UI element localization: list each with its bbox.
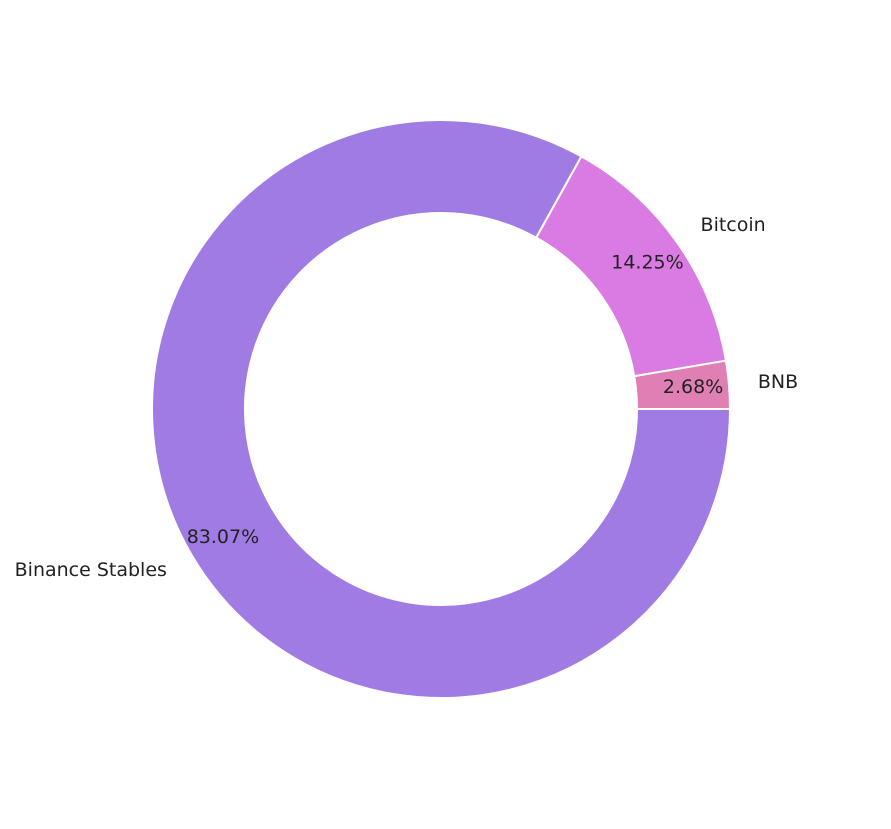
slice-label: Bitcoin — [701, 214, 766, 236]
value-label: 83.07% — [187, 526, 259, 548]
value-label: 14.25% — [611, 251, 683, 273]
slice-label: Binance Stables — [15, 559, 167, 581]
value-label: 2.68% — [663, 376, 723, 398]
slice-label: BNB — [758, 371, 798, 393]
donut-slice — [151, 119, 732, 699]
